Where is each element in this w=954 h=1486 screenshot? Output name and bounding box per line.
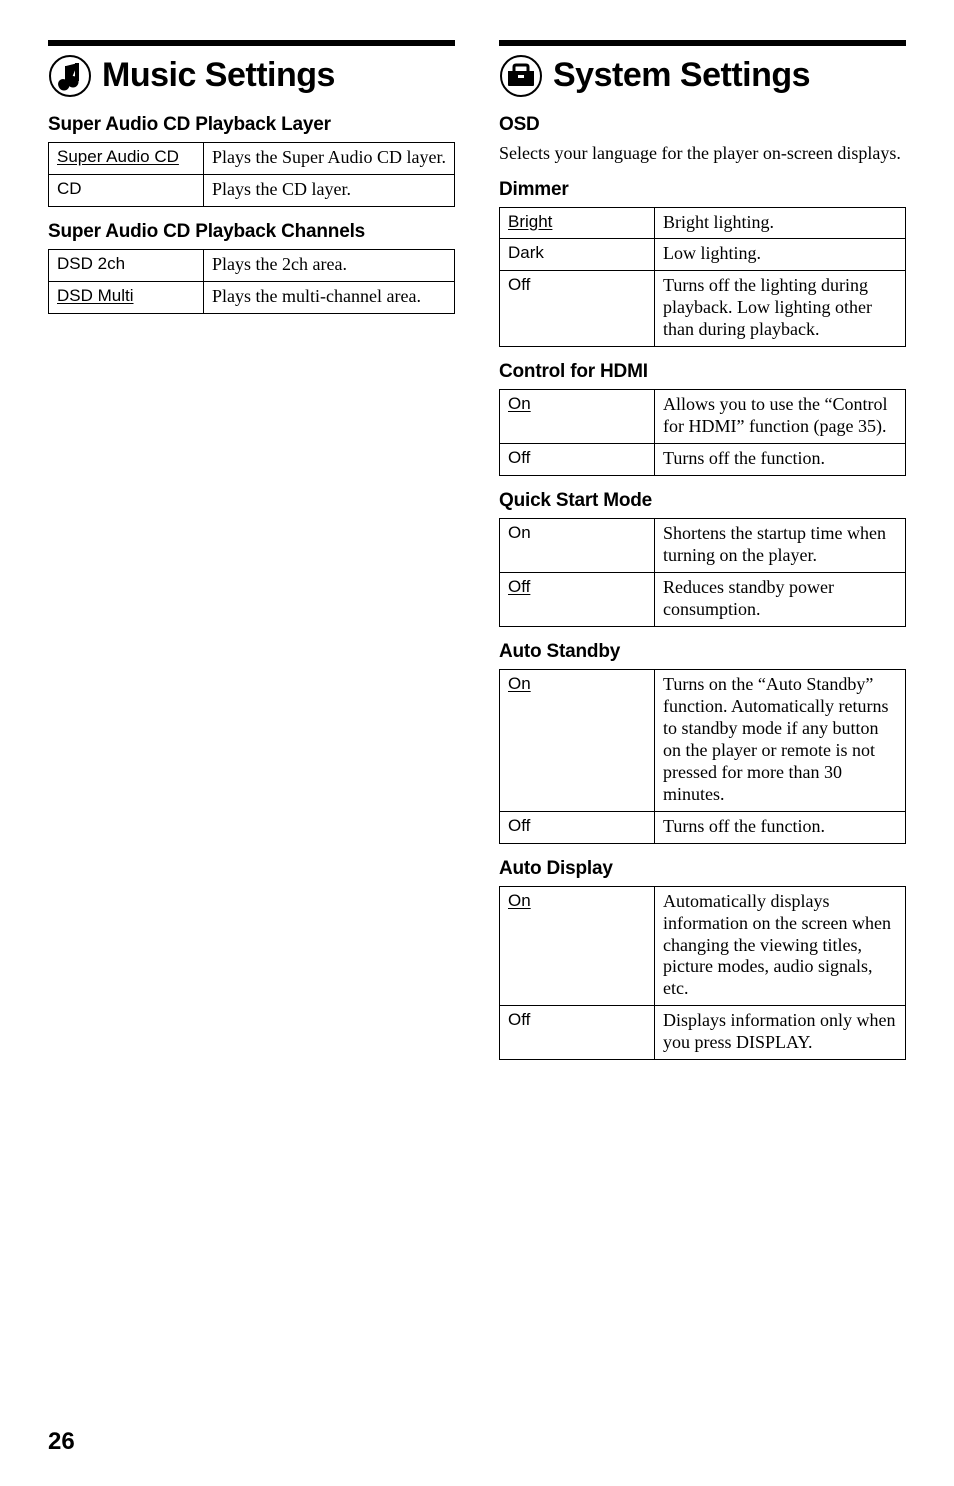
option-key: Off bbox=[500, 1006, 655, 1060]
left-sections: Super Audio CD Playback Layer Super Audio… bbox=[48, 114, 455, 314]
option-key: On bbox=[500, 886, 655, 1006]
option-key: On bbox=[500, 390, 655, 444]
option-key-text: DSD 2ch bbox=[57, 254, 125, 273]
subsection-heading: Dimmer bbox=[499, 179, 906, 201]
option-description: Automatically displays information on th… bbox=[655, 886, 906, 1006]
table-row: Off Turns off the function. bbox=[500, 444, 906, 476]
table-row: Super Audio CD Plays the Super Audio CD l… bbox=[49, 143, 455, 175]
option-key-text: Off bbox=[508, 1010, 530, 1029]
option-key-text: Super Audio CD bbox=[57, 147, 179, 166]
option-description: Low lighting. bbox=[655, 239, 906, 271]
option-key: Off bbox=[500, 444, 655, 476]
options-table: On Turns on the “Auto Standby” function. … bbox=[499, 669, 906, 844]
option-description: Bright lighting. bbox=[655, 207, 906, 239]
option-key-text: CD bbox=[57, 179, 82, 198]
right-column: System Settings OSD Selects your language… bbox=[499, 40, 906, 1066]
subsection-heading: OSD bbox=[499, 114, 906, 136]
option-key-text: On bbox=[508, 523, 531, 542]
option-description: Allows you to use the “Control for HDMI”… bbox=[655, 390, 906, 444]
option-description: Plays the CD layer. bbox=[204, 174, 455, 206]
option-key: On bbox=[500, 519, 655, 573]
option-key-text: Bright bbox=[508, 212, 552, 231]
toolbox-icon bbox=[499, 54, 543, 98]
option-key: DSD 2ch bbox=[49, 249, 204, 281]
subsection-heading: Super Audio CD Playback Channels bbox=[48, 221, 455, 243]
left-column: Music Settings Super Audio CD Playback L… bbox=[48, 40, 455, 1066]
section-rule bbox=[48, 40, 455, 46]
option-description: Reduces standby power consumption. bbox=[655, 573, 906, 627]
table-row: CD Plays the CD layer. bbox=[49, 174, 455, 206]
table-row: Dark Low lighting. bbox=[500, 239, 906, 271]
subsection-heading: Super Audio CD Playback Layer bbox=[48, 114, 455, 136]
subsection-heading: Control for HDMI bbox=[499, 361, 906, 383]
table-row: Bright Bright lighting. bbox=[500, 207, 906, 239]
table-row: DSD 2ch Plays the 2ch area. bbox=[49, 249, 455, 281]
option-key: Off bbox=[500, 811, 655, 843]
option-key: Dark bbox=[500, 239, 655, 271]
option-key: CD bbox=[49, 174, 204, 206]
options-table: DSD 2ch Plays the 2ch area. DSD Multi Plays… bbox=[48, 249, 455, 314]
option-key: Super Audio CD bbox=[49, 143, 204, 175]
table-row: On Shortens the startup time when turning… bbox=[500, 519, 906, 573]
table-row: Off Reduces standby power consumption. bbox=[500, 573, 906, 627]
system-settings-title: System Settings bbox=[499, 54, 906, 98]
table-row: On Automatically displays information on … bbox=[500, 886, 906, 1006]
option-key-text: Off bbox=[508, 448, 530, 467]
system-settings-title-text: System Settings bbox=[553, 58, 810, 94]
option-description: Shortens the startup time when turning o… bbox=[655, 519, 906, 573]
table-row: On Turns on the “Auto Standby” function. … bbox=[500, 669, 906, 811]
option-key-text: Off bbox=[508, 577, 530, 596]
option-description: Plays the Super Audio CD layer. bbox=[204, 143, 455, 175]
option-key-text: On bbox=[508, 674, 531, 693]
subsection-heading: Auto Display bbox=[499, 858, 906, 880]
music-settings-title-text: Music Settings bbox=[102, 58, 335, 94]
table-row: Off Displays information only when you pr… bbox=[500, 1006, 906, 1060]
option-key-text: On bbox=[508, 891, 531, 910]
option-description: Turns on the “Auto Standby” function. Au… bbox=[655, 669, 906, 811]
option-key: Off bbox=[500, 573, 655, 627]
table-row: On Allows you to use the “Control for HDM… bbox=[500, 390, 906, 444]
right-sections: OSD Selects your language for the player … bbox=[499, 114, 906, 1060]
table-row: Off Turns off the function. bbox=[500, 811, 906, 843]
options-table: BrightBright lighting.DarkLow lighting.O… bbox=[499, 207, 906, 348]
page-number: 26 bbox=[48, 1428, 75, 1456]
table-row: Off Turns off the lighting during playbac… bbox=[500, 271, 906, 347]
options-table: On Allows you to use the “Control for HDM… bbox=[499, 389, 906, 476]
options-table: Super Audio CD Plays the Super Audio CD l… bbox=[48, 142, 455, 207]
section-rule bbox=[499, 40, 906, 46]
option-description: Plays the multi-channel area. bbox=[204, 281, 455, 313]
two-column-layout: Music Settings Super Audio CD Playback L… bbox=[48, 40, 906, 1066]
option-description: Turns off the function. bbox=[655, 811, 906, 843]
subsection-heading: Auto Standby bbox=[499, 641, 906, 663]
option-key: Off bbox=[500, 271, 655, 347]
option-description: Turns off the lighting during playback. … bbox=[655, 271, 906, 347]
option-key-text: Off bbox=[508, 275, 530, 294]
option-key: DSD Multi bbox=[49, 281, 204, 313]
option-description: Displays information only when you press… bbox=[655, 1006, 906, 1060]
table-row: DSD Multi Plays the multi-channel area. bbox=[49, 281, 455, 313]
music-note-icon bbox=[48, 54, 92, 98]
option-description: Plays the 2ch area. bbox=[204, 249, 455, 281]
option-key-text: DSD Multi bbox=[57, 286, 134, 305]
manual-page: Music Settings Super Audio CD Playback L… bbox=[0, 0, 954, 1486]
music-settings-title: Music Settings bbox=[48, 54, 455, 98]
option-description: Turns off the function. bbox=[655, 444, 906, 476]
subsection-heading: Quick Start Mode bbox=[499, 490, 906, 512]
options-table: On Shortens the startup time when turning… bbox=[499, 518, 906, 627]
option-key: On bbox=[500, 669, 655, 811]
option-key-text: On bbox=[508, 394, 531, 413]
option-key-text: Off bbox=[508, 816, 530, 835]
options-table: On Automatically displays information on … bbox=[499, 886, 906, 1061]
option-key-text: Dark bbox=[508, 243, 544, 262]
option-key: Bright bbox=[500, 207, 655, 239]
subsection-body: Selects your language for the player on-… bbox=[499, 142, 906, 165]
